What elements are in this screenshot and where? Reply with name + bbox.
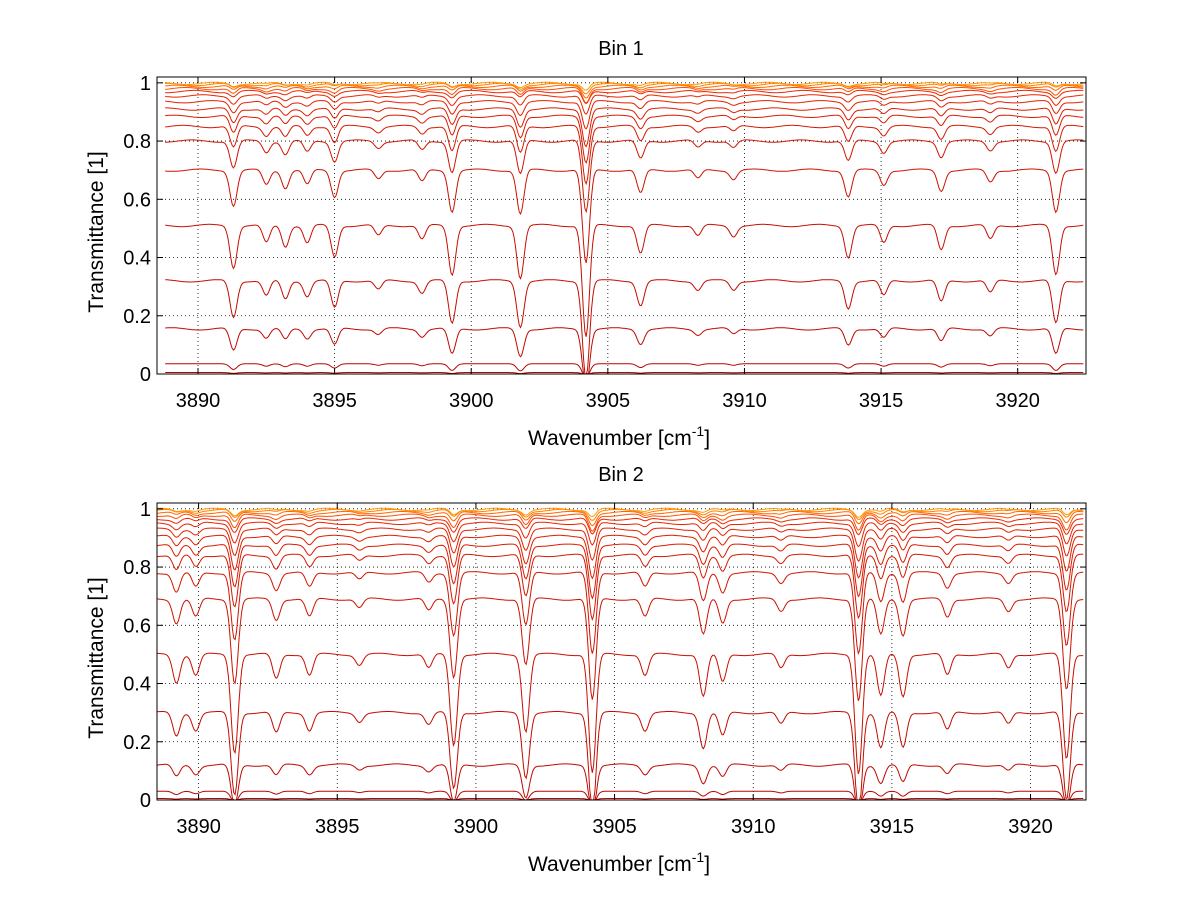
spectrum-series-line xyxy=(156,534,1084,580)
bin-1-axes-box xyxy=(156,76,1087,375)
x-tick-label: 3900 xyxy=(449,390,494,412)
y-tick-label: 0.6 xyxy=(123,615,151,637)
spectrum-series-line xyxy=(157,513,1084,532)
spectrum-series-line xyxy=(156,517,1084,536)
spectrum-series-line xyxy=(156,507,1084,518)
spectrum-series-line xyxy=(156,543,1084,600)
spectrum-series-line xyxy=(156,527,1084,563)
spectrum-series-line xyxy=(165,327,1084,375)
y-tick-label: 0 xyxy=(140,790,151,812)
spectrum-series-line xyxy=(157,790,1084,801)
x-tick-label: 3920 xyxy=(995,390,1040,412)
spectrum-series-line xyxy=(156,597,1084,701)
spectrum-series-line xyxy=(157,797,1084,801)
spectrum-series-line xyxy=(165,84,1084,99)
x-tick-label: 3895 xyxy=(315,816,360,838)
bin-1-y-axis-label: Transmittance [1] xyxy=(85,151,108,312)
spectrum-series-line xyxy=(156,553,1084,622)
bin-2-axes-box xyxy=(156,502,1087,801)
spectrum-series-line xyxy=(165,139,1084,214)
spectrum-series-line xyxy=(165,114,1084,164)
x-tick-label: 3895 xyxy=(312,390,357,412)
y-tick-label: 0.4 xyxy=(123,248,151,270)
bin-2-panel: Bin 2 3890 3895 3900 3905 3910 3915 3920 00.20… xyxy=(85,464,1087,876)
x-tick-label: 3910 xyxy=(731,816,776,838)
bin-2-series xyxy=(156,507,1084,801)
bin-1-series xyxy=(165,81,1084,375)
spectrum-series-line xyxy=(165,372,1084,375)
spectrum-series-line xyxy=(165,363,1084,375)
y-tick-label: 0.2 xyxy=(123,306,151,328)
spectrum-series-line xyxy=(165,107,1084,148)
x-tick-label: 3905 xyxy=(586,390,631,412)
spectrum-series-line xyxy=(165,124,1084,186)
spectrum-series-line xyxy=(165,279,1084,375)
x-tick-label: 3900 xyxy=(454,816,499,838)
bin-1-x-ticks: 3890 3895 3900 3905 3910 3915 3920 xyxy=(176,77,1040,412)
y-tick-label: 0 xyxy=(140,364,151,386)
x-tick-label: 3905 xyxy=(592,816,637,838)
y-tick-label: 0.6 xyxy=(123,189,151,211)
x-tick-label: 3890 xyxy=(176,390,221,412)
bin-2-x-axis-label: Wavenumber [cm-1] xyxy=(528,849,710,876)
x-tick-label: 3910 xyxy=(722,390,767,412)
spectrum-series-line xyxy=(156,763,1084,801)
bin-1-x-axis-label: Wavenumber [cm-1] xyxy=(528,423,710,450)
spectrum-series-line xyxy=(165,94,1084,115)
x-tick-label: 3920 xyxy=(1008,816,1053,838)
bin-2-y-axis-label: Transmittance [1] xyxy=(85,577,108,738)
spectrum-series-line xyxy=(156,510,1084,527)
bin-1-y-ticks: 0 0.2 0.4 0.6 0.8 1 xyxy=(123,73,1086,386)
y-tick-label: 0.8 xyxy=(123,557,151,579)
x-tick-label: 3915 xyxy=(859,390,904,412)
bin-1-panel: Bin 1 3890 3895 3900 3905 3910 3915 3920 00.20… xyxy=(85,38,1087,450)
spectrum-series-line xyxy=(165,100,1084,130)
spectrum-series-line xyxy=(156,521,1084,548)
bin-2-y-ticks: 0 0.2 0.4 0.6 0.8 1 xyxy=(123,499,1086,812)
y-tick-label: 0.4 xyxy=(123,674,151,696)
spectrum-series-line xyxy=(165,89,1084,105)
y-tick-label: 0.8 xyxy=(123,131,151,153)
spectrum-series-line xyxy=(165,81,1084,91)
spectrum-series-line xyxy=(165,86,1084,104)
y-tick-label: 0.2 xyxy=(123,732,151,754)
spectrum-series-line xyxy=(156,711,1084,801)
bin-2-x-ticks: 3890 3895 3900 3905 3910 3915 3920 xyxy=(176,503,1053,838)
spectrum-series-line xyxy=(156,571,1084,656)
spectrum-series-line xyxy=(156,652,1084,775)
spectrum-series-line xyxy=(165,168,1084,263)
bin-2-title: Bin 2 xyxy=(598,464,644,486)
spectrum-series-line xyxy=(165,223,1084,337)
x-tick-label: 3915 xyxy=(870,816,915,838)
y-tick-label: 1 xyxy=(140,73,151,95)
bin-1-title: Bin 1 xyxy=(598,38,644,60)
x-tick-label: 3890 xyxy=(176,816,221,838)
y-tick-label: 1 xyxy=(140,499,151,521)
